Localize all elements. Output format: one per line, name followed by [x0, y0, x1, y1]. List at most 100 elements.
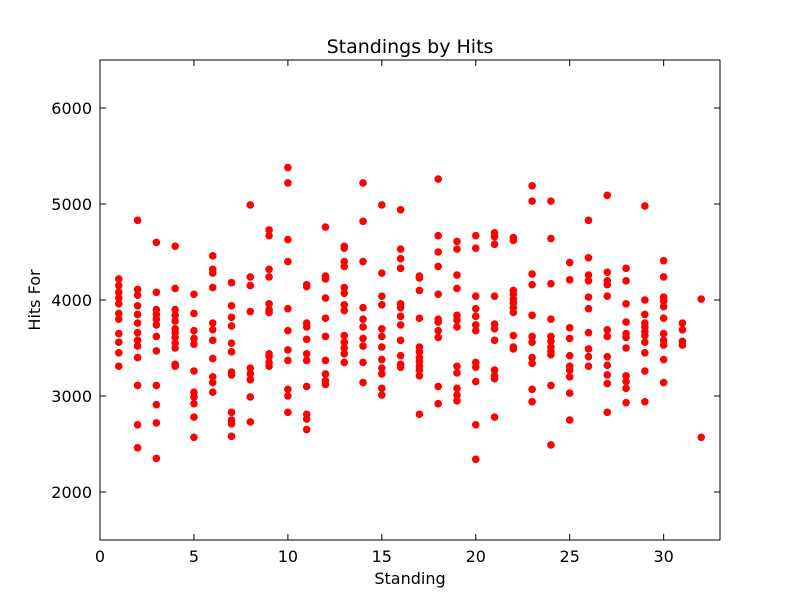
data-point — [359, 179, 367, 187]
data-point — [584, 362, 593, 371]
x-tick-label: 5 — [189, 547, 199, 566]
data-point — [547, 315, 555, 324]
data-point — [284, 163, 292, 172]
data-point — [133, 285, 142, 294]
data-point — [490, 366, 499, 374]
data-point — [208, 319, 217, 327]
data-point — [133, 301, 142, 310]
data-point — [622, 318, 630, 326]
y-tick-label: 5000 — [51, 195, 92, 214]
data-point — [133, 421, 142, 429]
data-point — [603, 268, 612, 276]
data-point — [265, 352, 273, 361]
data-point — [114, 275, 123, 283]
data-point — [265, 300, 273, 308]
data-point — [697, 295, 706, 303]
data-point — [152, 347, 161, 355]
data-point — [114, 281, 123, 290]
data-point — [359, 323, 367, 331]
data-point — [340, 244, 349, 252]
data-point — [359, 342, 367, 350]
data-point — [208, 269, 217, 277]
data-point — [190, 309, 198, 318]
data-point — [415, 372, 424, 380]
data-point — [490, 413, 499, 421]
data-point — [509, 236, 518, 245]
data-point — [471, 363, 480, 372]
data-point — [622, 300, 630, 308]
data-point — [528, 332, 536, 341]
data-point — [659, 256, 668, 265]
data-point — [190, 399, 198, 408]
data-point — [340, 331, 349, 340]
data-point — [359, 217, 367, 226]
data-point — [415, 410, 424, 419]
data-point — [284, 326, 292, 335]
data-point — [547, 441, 555, 449]
data-point — [340, 301, 349, 309]
data-point — [584, 345, 593, 353]
data-point — [152, 288, 161, 297]
data-point — [659, 273, 668, 281]
data-point — [227, 339, 236, 348]
data-point — [208, 354, 217, 363]
data-point — [565, 373, 574, 381]
data-point — [471, 231, 480, 240]
data-point — [584, 328, 593, 337]
data-point — [396, 245, 405, 253]
data-point — [133, 310, 142, 319]
data-point — [415, 348, 424, 356]
y-tick-label: 2000 — [51, 483, 92, 502]
data-point — [227, 408, 236, 417]
data-point — [302, 323, 311, 331]
data-point — [284, 408, 292, 417]
x-tick-label: 0 — [95, 547, 105, 566]
data-point — [434, 262, 442, 271]
data-point — [284, 346, 292, 354]
x-tick-label: 15 — [372, 547, 392, 566]
data-point — [565, 334, 574, 343]
data-point — [302, 425, 311, 434]
data-point — [641, 202, 649, 210]
data-point — [584, 304, 593, 313]
data-point — [190, 413, 198, 421]
data-point — [152, 321, 161, 329]
data-point — [321, 356, 330, 365]
data-point — [396, 205, 405, 214]
data-point — [396, 363, 405, 372]
data-point — [133, 319, 142, 327]
data-point — [152, 400, 161, 409]
data-point — [641, 338, 649, 347]
data-point — [246, 370, 255, 378]
x-tick-label: 10 — [278, 547, 298, 566]
data-point — [340, 306, 349, 315]
data-point — [453, 323, 461, 331]
data-point — [340, 283, 349, 292]
data-point — [528, 197, 536, 205]
data-point — [622, 377, 630, 386]
data-point — [528, 280, 536, 289]
data-point — [565, 276, 574, 284]
data-point — [190, 433, 198, 442]
data-point — [171, 305, 179, 314]
data-point — [547, 197, 555, 205]
data-point — [190, 340, 198, 348]
data-point — [302, 382, 311, 391]
data-point — [453, 245, 461, 253]
data-point — [133, 216, 142, 225]
data-point — [584, 352, 593, 361]
data-point — [246, 418, 255, 426]
data-point — [284, 385, 292, 394]
data-point — [340, 338, 349, 347]
data-point — [678, 341, 687, 349]
data-point — [471, 312, 480, 321]
data-point — [528, 353, 536, 362]
data-point — [208, 388, 217, 396]
data-point — [227, 371, 236, 379]
data-point — [453, 397, 461, 405]
data-point — [603, 371, 612, 379]
data-point — [359, 378, 367, 387]
data-point — [208, 373, 217, 381]
data-point — [114, 329, 123, 338]
